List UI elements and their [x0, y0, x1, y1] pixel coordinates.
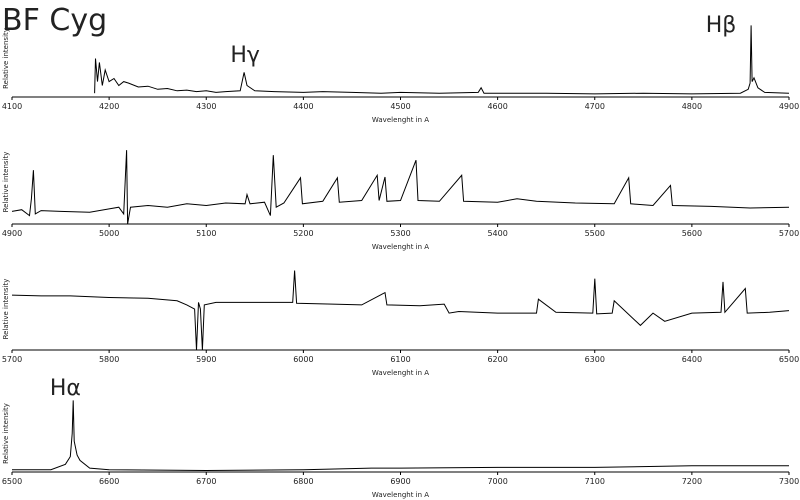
x-tick-label: 4900	[2, 229, 22, 238]
x-tick-label: 7300	[779, 477, 799, 486]
spectrum-line	[12, 400, 789, 472]
x-tick-label: 6800	[293, 477, 313, 486]
x-tick-label: 7100	[585, 477, 605, 486]
x-axis-label: Wavelenght in A	[372, 491, 429, 499]
y-axis-label: Relative intensity	[2, 279, 10, 340]
spectrum-line	[11, 150, 790, 225]
x-tick-label: 4200	[99, 102, 119, 111]
x-tick-label: 4600	[487, 102, 507, 111]
y-axis-label: Relative intensity	[2, 403, 10, 464]
x-tick-label: 7200	[682, 477, 702, 486]
x-tick-label: 6400	[682, 355, 702, 364]
x-tick-label: 4800	[682, 102, 702, 111]
x-tick-label: 4700	[585, 102, 605, 111]
chart-title: BF Cyg	[2, 3, 107, 38]
x-tick-label: 4100	[2, 102, 22, 111]
x-tick-label: 4300	[196, 102, 216, 111]
x-tick-label: 5800	[99, 355, 119, 364]
y-axis-label: Relative intensity	[2, 28, 10, 89]
x-tick-label: 6300	[585, 355, 605, 364]
x-axis-label: Wavelenght in A	[372, 369, 429, 377]
x-tick-label: 6500	[779, 355, 799, 364]
line-annotation: Hγ	[230, 43, 260, 68]
x-tick-label: 5900	[196, 355, 216, 364]
x-tick-label: 6000	[293, 355, 313, 364]
x-axis-label: Wavelenght in A	[372, 243, 429, 251]
x-tick-label: 4900	[779, 102, 799, 111]
x-tick-label: 5700	[2, 355, 22, 364]
y-axis-label: Relative intensity	[2, 152, 10, 213]
x-tick-label: 6600	[99, 477, 119, 486]
x-tick-label: 6100	[390, 355, 410, 364]
line-annotation: Hβ	[706, 13, 737, 38]
x-tick-label: 5200	[293, 229, 313, 238]
x-tick-label: 5400	[487, 229, 507, 238]
x-tick-label: 6500	[2, 477, 22, 486]
x-tick-label: 7000	[487, 477, 507, 486]
x-tick-label: 5700	[779, 229, 799, 238]
x-tick-label: 5000	[99, 229, 119, 238]
line-annotation: Hα	[50, 376, 81, 401]
x-tick-label: 5300	[390, 229, 410, 238]
x-tick-label: 5500	[585, 229, 605, 238]
spectrum-line	[11, 270, 790, 351]
spectrum-line	[94, 25, 790, 95]
x-tick-label: 6900	[390, 477, 410, 486]
x-tick-label: 4400	[293, 102, 313, 111]
x-axis-label: Wavelenght in A	[372, 116, 429, 124]
x-tick-label: 4500	[390, 102, 410, 111]
x-tick-label: 5100	[196, 229, 216, 238]
x-tick-label: 6700	[196, 477, 216, 486]
x-tick-label: 5600	[682, 229, 702, 238]
x-tick-label: 6200	[487, 355, 507, 364]
